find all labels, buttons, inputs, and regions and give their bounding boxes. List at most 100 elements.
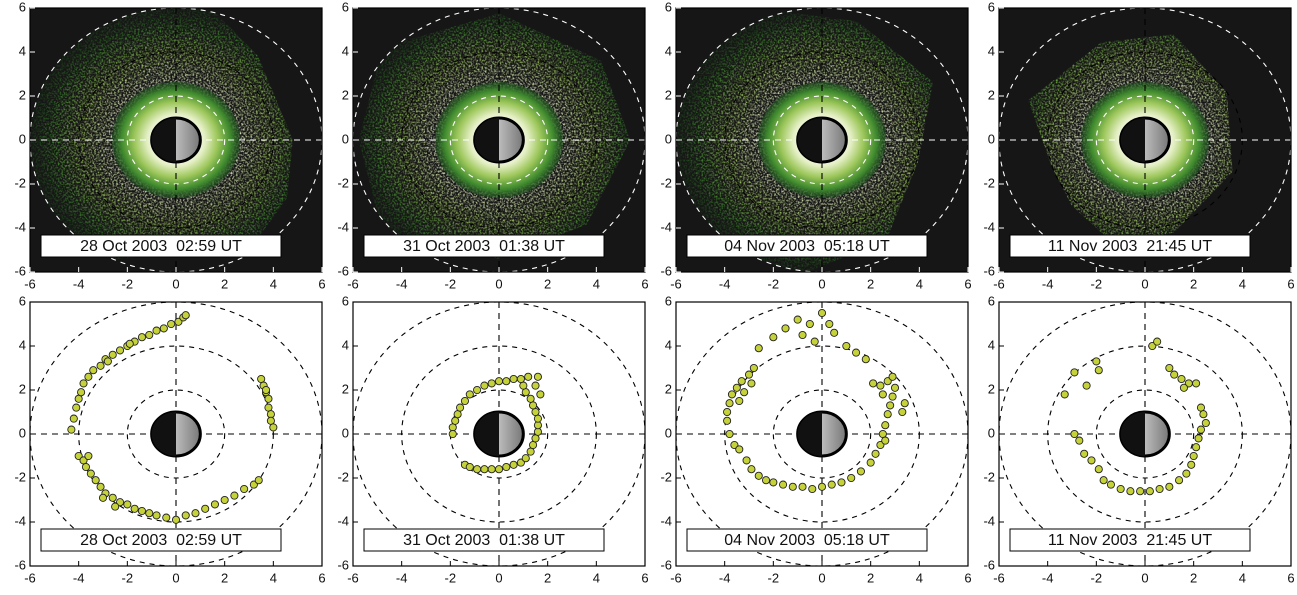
- point: [879, 430, 886, 437]
- point: [146, 331, 153, 338]
- point: [1117, 485, 1124, 492]
- x-tick-label: -6: [24, 570, 36, 585]
- point: [75, 395, 82, 402]
- x-tick-label: 0: [172, 276, 179, 291]
- date-label: 31 Oct 2003 01:38 UT: [364, 529, 604, 551]
- x-tick-label: 4: [270, 276, 277, 291]
- point: [879, 391, 886, 398]
- x-tick-label: 6: [1287, 570, 1294, 585]
- point: [529, 441, 536, 448]
- x-tick-label: -6: [670, 570, 682, 585]
- x-tick-label: 4: [1239, 570, 1246, 585]
- point: [520, 382, 527, 389]
- x-tick-label: 0: [818, 276, 825, 291]
- point: [1127, 488, 1134, 495]
- point: [532, 435, 539, 442]
- y-tick-label: 0: [988, 131, 995, 146]
- x-tick-label: 2: [544, 570, 551, 585]
- point: [887, 402, 894, 409]
- date-label-text: 04 Nov 2003 05:18 UT: [724, 532, 890, 549]
- point: [1095, 367, 1102, 374]
- y-tick-label: -2: [983, 469, 995, 484]
- point: [1146, 488, 1153, 495]
- point: [90, 367, 97, 374]
- y-tick-label: -4: [14, 219, 26, 234]
- date-label-text: 11 Nov 2003 21:45 UT: [1048, 238, 1212, 255]
- y-tick-label: 4: [19, 337, 26, 352]
- point: [92, 477, 99, 484]
- point: [831, 329, 838, 336]
- point: [1137, 488, 1144, 495]
- x-tick-label: -6: [347, 570, 359, 585]
- point: [124, 501, 131, 508]
- point: [87, 470, 94, 477]
- point: [495, 466, 502, 473]
- y-tick-label: 2: [19, 87, 26, 102]
- point: [872, 450, 879, 457]
- point: [726, 430, 733, 437]
- point: [1166, 483, 1173, 490]
- y-tick-label: 4: [342, 43, 349, 58]
- y-tick-label: -2: [660, 175, 672, 190]
- point: [466, 463, 473, 470]
- x-tick-label: 2: [867, 570, 874, 585]
- point: [138, 507, 145, 514]
- x-tick-label: 0: [818, 570, 825, 585]
- x-tick-label: -2: [1091, 570, 1103, 585]
- x-tick-label: -4: [73, 276, 85, 291]
- point: [882, 422, 889, 429]
- point: [857, 468, 864, 475]
- point: [525, 373, 532, 380]
- point: [517, 375, 524, 382]
- point: [532, 408, 539, 415]
- y-tick-label: -6: [14, 263, 26, 278]
- point: [750, 364, 757, 371]
- y-tick-label: 0: [665, 131, 672, 146]
- x-tick-label: 2: [867, 276, 874, 291]
- point: [1195, 435, 1202, 442]
- date-label: 11 Nov 2003 21:45 UT: [1010, 529, 1250, 551]
- point: [809, 485, 816, 492]
- point: [510, 375, 517, 382]
- point: [85, 452, 92, 459]
- point: [78, 389, 85, 396]
- point: [724, 417, 731, 424]
- point: [789, 483, 796, 490]
- point: [1156, 485, 1163, 492]
- point: [456, 404, 463, 411]
- x-tick-label: -4: [1042, 276, 1054, 291]
- point: [522, 389, 529, 396]
- point: [68, 426, 75, 433]
- x-tick-label: -6: [670, 276, 682, 291]
- point: [534, 428, 541, 435]
- y-tick-label: 6: [19, 0, 26, 14]
- point: [160, 325, 167, 332]
- point: [138, 334, 145, 341]
- x-tick-label: 4: [916, 276, 923, 291]
- point: [1178, 375, 1185, 382]
- point: [733, 384, 740, 391]
- point: [1197, 426, 1204, 433]
- point: [481, 382, 488, 389]
- x-tick-label: 2: [221, 570, 228, 585]
- point: [882, 437, 889, 444]
- point: [1081, 450, 1088, 457]
- y-tick-label: 2: [665, 381, 672, 396]
- point: [1088, 457, 1095, 464]
- point: [534, 415, 541, 422]
- x-tick-label: -4: [396, 276, 408, 291]
- y-tick-label: -6: [14, 557, 26, 572]
- point: [104, 358, 111, 365]
- point: [770, 479, 777, 486]
- y-tick-label: -2: [983, 175, 995, 190]
- point: [172, 516, 179, 523]
- date-label: 28 Oct 2003 02:59 UT: [41, 529, 281, 551]
- y-tick-label: 0: [19, 425, 26, 440]
- date-label-text: 28 Oct 2003 02:59 UT: [80, 238, 242, 255]
- x-tick-label: -4: [719, 276, 731, 291]
- point: [828, 481, 835, 488]
- point: [534, 373, 541, 380]
- x-tick-label: -2: [122, 570, 134, 585]
- y-tick-label: 4: [988, 43, 995, 58]
- point: [1071, 369, 1078, 376]
